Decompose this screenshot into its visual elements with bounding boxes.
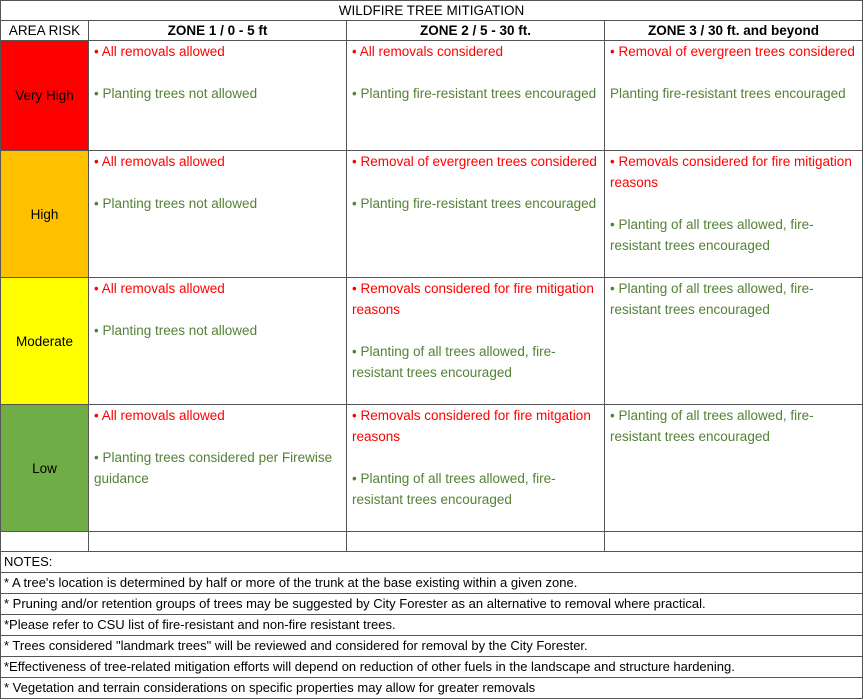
zone-cell: • Removal of evergreen trees considered •… <box>346 150 605 278</box>
note-row: * A tree's location is determined by hal… <box>0 572 863 594</box>
notes-title: NOTES: <box>0 551 863 573</box>
zone-item: • Planting of all trees allowed, fire-re… <box>352 344 556 380</box>
header-cell: ZONE 1 / 0 - 5 ft <box>88 20 347 41</box>
note: * Trees considered "landmark trees" will… <box>0 635 863 657</box>
zone-item: • All removals considered <box>352 44 504 59</box>
zone-item: • Planting trees not allowed <box>94 323 258 338</box>
zone-cell: • Removal of evergreen trees considered P… <box>603 40 863 151</box>
zone-item: • Planting of all trees allowed, fire-re… <box>610 217 814 253</box>
zone-cell: • All removals allowed • Planting trees n… <box>88 40 347 151</box>
notes-title-row: NOTES: <box>0 551 863 573</box>
risk-label: Moderate <box>0 277 89 405</box>
note: * Vegetation and terrain considerations … <box>0 677 863 699</box>
zone-item: • All removals allowed <box>94 281 225 296</box>
zone-cell: • Planting of all trees allowed, fire-re… <box>603 277 863 405</box>
zone-cell: • Removals considered for fire mitgation… <box>346 404 605 532</box>
zone-cell: • All removals considered • Planting fire… <box>346 40 605 151</box>
header-row: AREA RISK ZONE 1 / 0 - 5 ft ZONE 2 / 5 - 3… <box>0 20 863 41</box>
zone-item: • Planting of all trees allowed, fire-re… <box>352 471 556 507</box>
note: * A tree's location is determined by hal… <box>0 572 863 594</box>
note-row: *Please refer to CSU list of fire-resist… <box>0 614 863 636</box>
zone-item: • Planting trees not allowed <box>94 86 258 101</box>
risk-label: Very High <box>0 40 89 151</box>
zone-item: • All removals allowed <box>94 44 225 59</box>
title-row: WILDFIRE TREE MITIGATION <box>0 0 863 21</box>
zone-item: • Removals considered for fire mitgation… <box>352 408 591 444</box>
empty-row <box>0 531 863 552</box>
zone-cell: • All removals allowed • Planting trees n… <box>88 277 347 405</box>
header-cell: ZONE 2 / 5 - 30 ft. <box>346 20 605 41</box>
zone-item: Planting fire-resistant trees encouraged <box>610 86 846 101</box>
zone-cell: • Removals considered for fire mitigatio… <box>603 150 863 278</box>
empty-cell <box>0 531 89 552</box>
note: *Effectiveness of tree-related mitigatio… <box>0 656 863 678</box>
risk-row: Moderate • All removals allowed • Planting… <box>0 277 863 405</box>
empty-cell <box>88 531 347 552</box>
zone-item: • Planting of all trees allowed, fire-re… <box>610 281 814 317</box>
zone-item: • Planting fire-resistant trees encourag… <box>352 86 597 101</box>
zone-cell: • Removals considered for fire mitigatio… <box>346 277 605 405</box>
note-row: * Pruning and/or retention groups of tre… <box>0 593 863 615</box>
zone-item: • Planting trees not allowed <box>94 196 258 211</box>
risk-row: Very High • All removals allowed • Plantin… <box>0 40 863 151</box>
header-cell: AREA RISK <box>0 20 89 41</box>
empty-cell <box>346 531 605 552</box>
zone-item: • Removal of evergreen trees considered <box>610 44 855 59</box>
zone-item: • All removals allowed <box>94 408 225 423</box>
zone-item: • Planting trees considered per Firewise… <box>94 450 333 486</box>
zone-item: • Removals considered for fire mitigatio… <box>610 154 852 190</box>
zone-cell: • All removals allowed • Planting trees n… <box>88 150 347 278</box>
note: *Please refer to CSU list of fire-resist… <box>0 614 863 636</box>
zone-item: • Planting fire-resistant trees encourag… <box>352 196 597 211</box>
header-cell: ZONE 3 / 30 ft. and beyond <box>603 20 863 41</box>
note-row: * Trees considered "landmark trees" will… <box>0 635 863 657</box>
note: * Pruning and/or retention groups of tre… <box>0 593 863 615</box>
risk-label: High <box>0 150 89 278</box>
zone-item: • Removal of evergreen trees considered <box>352 154 597 169</box>
empty-cell <box>603 531 863 552</box>
table-title: WILDFIRE TREE MITIGATION <box>0 0 863 21</box>
zone-cell: • Planting of all trees allowed, fire-re… <box>603 404 863 532</box>
risk-row: High • All removals allowed • Planting tre… <box>0 150 863 278</box>
risk-label: Low <box>0 404 89 532</box>
zone-item: • All removals allowed <box>94 154 225 169</box>
zone-item: • Removals considered for fire mitigatio… <box>352 281 594 317</box>
note-row: * Vegetation and terrain considerations … <box>0 677 863 699</box>
zone-cell: • All removals allowed • Planting trees c… <box>88 404 347 532</box>
risk-row: Low • All removals allowed • Planting tree… <box>0 404 863 532</box>
note-row: *Effectiveness of tree-related mitigatio… <box>0 656 863 678</box>
zone-item: • Planting of all trees allowed, fire-re… <box>610 408 814 444</box>
